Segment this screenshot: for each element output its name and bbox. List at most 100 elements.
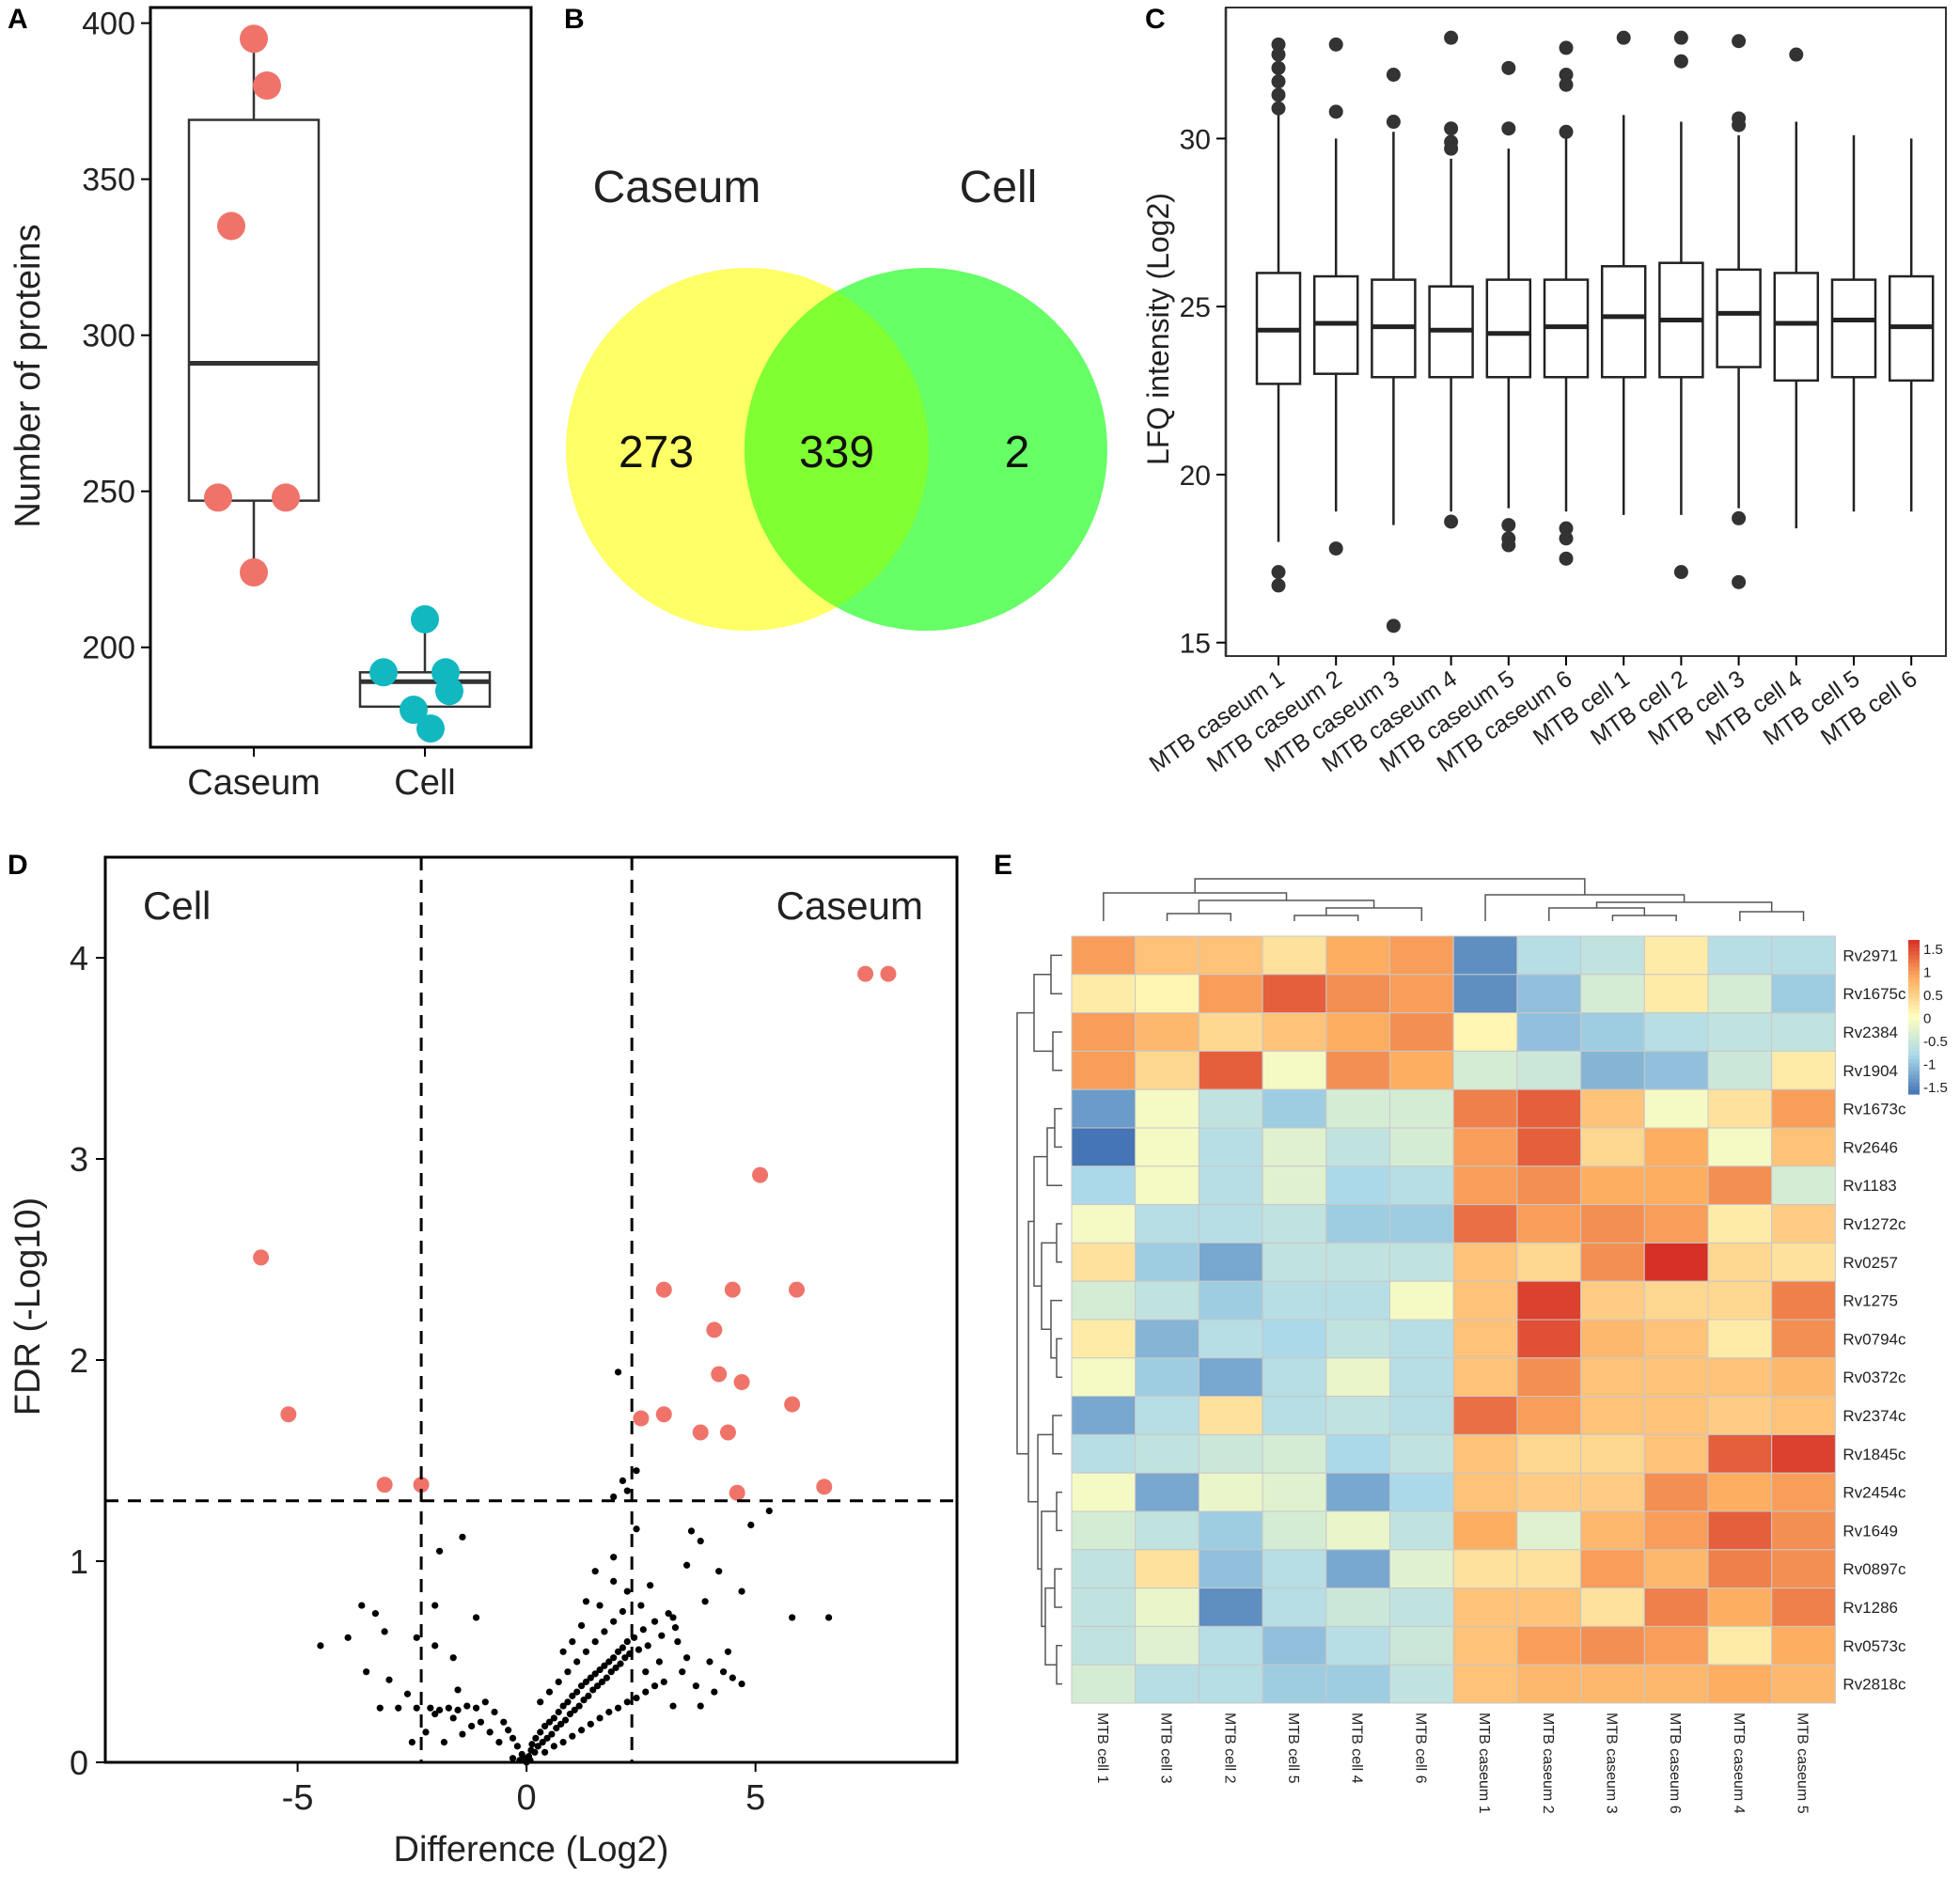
- heatmap-cell: [1198, 1204, 1263, 1244]
- heatmap-cell: [1516, 1204, 1582, 1244]
- heatmap-cell: [1262, 1625, 1327, 1666]
- heatmap-cell: [1580, 1625, 1645, 1666]
- row-label: Rv2971: [1842, 946, 1898, 964]
- heatmap-cell: [1707, 1319, 1773, 1359]
- nonsignificant-point: [376, 1704, 384, 1712]
- nonsignificant-point: [619, 1644, 627, 1651]
- y-tick-label: 0: [70, 1744, 88, 1782]
- row-label: Rv2374c: [1842, 1407, 1906, 1425]
- heatmap-cell: [1771, 1549, 1836, 1589]
- heatmap-cell: [1707, 1012, 1773, 1052]
- heatmap-cell: [1452, 1549, 1518, 1589]
- nonsignificant-point: [623, 1698, 631, 1706]
- heatmap-cell: [1262, 1588, 1327, 1627]
- heatmap-cell: [1135, 1396, 1200, 1435]
- nonsignificant-point: [679, 1668, 686, 1676]
- nonsignificant-point: [500, 1718, 508, 1726]
- heatmap-cell: [1389, 1165, 1454, 1206]
- outlier-point: [1328, 37, 1343, 52]
- heatmap-cell: [1580, 935, 1645, 976]
- outlier-point: [1444, 121, 1459, 136]
- y-tick-label: 3: [70, 1140, 88, 1179]
- heatmap-cell: [1771, 1625, 1836, 1666]
- heatmap-cell: [1262, 1433, 1327, 1474]
- nonsignificant-point: [635, 1646, 643, 1653]
- nonsignificant-point: [587, 1674, 594, 1681]
- heatmap-cell: [1580, 1127, 1645, 1167]
- heatmap-cell: [1135, 1664, 1200, 1704]
- outlier-point: [1789, 47, 1804, 62]
- column-dendrogram-branch: [1166, 913, 1231, 921]
- heatmap-cell: [1516, 1549, 1582, 1589]
- colorbar-segment: [1908, 1009, 1920, 1014]
- nonsignificant-point: [591, 1568, 599, 1575]
- colorbar-segment: [1908, 1025, 1920, 1029]
- heatmap-cell: [1071, 1396, 1137, 1435]
- nonsignificant-point: [605, 1708, 613, 1716]
- nonsignificant-point: [545, 1718, 554, 1726]
- nonsignificant-point: [573, 1658, 581, 1666]
- heatmap-cell: [1389, 1127, 1454, 1167]
- outlier-point: [1616, 30, 1631, 45]
- nonsignificant-point: [435, 1547, 444, 1555]
- nonsignificant-point: [651, 1618, 659, 1625]
- outlier-point: [1501, 60, 1516, 75]
- row-dendrogram-branch: [1033, 974, 1053, 1053]
- nonsignificant-point: [559, 1648, 567, 1655]
- colorbar-tick-label: -0.5: [1923, 1034, 1948, 1050]
- heatmap-cell: [1325, 1396, 1391, 1435]
- heatmap-cell: [1262, 1165, 1327, 1206]
- heatmap-cell: [1071, 1127, 1137, 1167]
- significant-point: [733, 1374, 750, 1391]
- column-dendrogram-branch: [1739, 911, 1805, 921]
- column-label: MTB caseum 4: [1731, 1713, 1747, 1814]
- nonsignificant-point: [463, 1702, 471, 1710]
- heatmap-cell: [1135, 1357, 1200, 1398]
- heatmap-cell: [1771, 1357, 1836, 1398]
- nonsignificant-point: [623, 1487, 631, 1494]
- heatmap-cell: [1580, 1319, 1645, 1359]
- y-axis-title: Number of proteins: [8, 224, 48, 527]
- colorbar-segment: [1908, 1017, 1920, 1022]
- heatmap-cell: [1643, 1625, 1709, 1666]
- heatmap-cell: [1771, 1280, 1836, 1321]
- nonsignificant-point: [642, 1688, 650, 1696]
- heatmap-cell: [1516, 1588, 1582, 1627]
- venn-count-overlap: 339: [799, 428, 874, 477]
- heatmap-cell: [1262, 1127, 1327, 1167]
- column-dendrogram-branch: [1294, 915, 1359, 921]
- heatmap-cell: [1389, 1088, 1454, 1129]
- row-dendrogram-branch: [1056, 1491, 1062, 1532]
- outlier-point: [1732, 34, 1747, 49]
- nonsignificant-point: [683, 1561, 691, 1569]
- nonsignificant-point: [614, 1704, 622, 1712]
- nonsignificant-point: [431, 1602, 439, 1609]
- row-label: Rv2646: [1842, 1138, 1898, 1156]
- nonsignificant-point: [669, 1614, 677, 1621]
- nonsignificant-point: [603, 1674, 610, 1681]
- outlier-point: [1271, 87, 1286, 102]
- nonsignificant-point: [532, 1734, 540, 1742]
- outlier-point: [1673, 565, 1688, 580]
- heatmap-cell: [1452, 1165, 1518, 1206]
- heatmap-cell: [1135, 1127, 1200, 1167]
- heatmap-cell: [1135, 1549, 1200, 1589]
- colorbar-segment: [1908, 1047, 1920, 1053]
- heatmap-cell: [1262, 935, 1327, 976]
- nonsignificant-point: [564, 1698, 572, 1706]
- y-tick-label: 350: [82, 163, 135, 198]
- heatmap-cell: [1389, 1588, 1454, 1627]
- heatmap-cell: [1389, 1357, 1454, 1398]
- colorbar-segment: [1908, 1074, 1920, 1080]
- nonsignificant-point: [395, 1704, 402, 1712]
- heatmap-cell: [1135, 1088, 1200, 1129]
- significant-point: [376, 1477, 393, 1494]
- nonsignificant-point: [610, 1654, 618, 1662]
- nonsignificant-point: [642, 1668, 650, 1676]
- outlier-point: [1271, 74, 1286, 89]
- nonsignificant-point: [431, 1711, 439, 1718]
- row-label: Rv0573c: [1842, 1637, 1906, 1655]
- column-dendrogram-branch: [1548, 907, 1646, 921]
- heatmap-cell: [1643, 1242, 1709, 1282]
